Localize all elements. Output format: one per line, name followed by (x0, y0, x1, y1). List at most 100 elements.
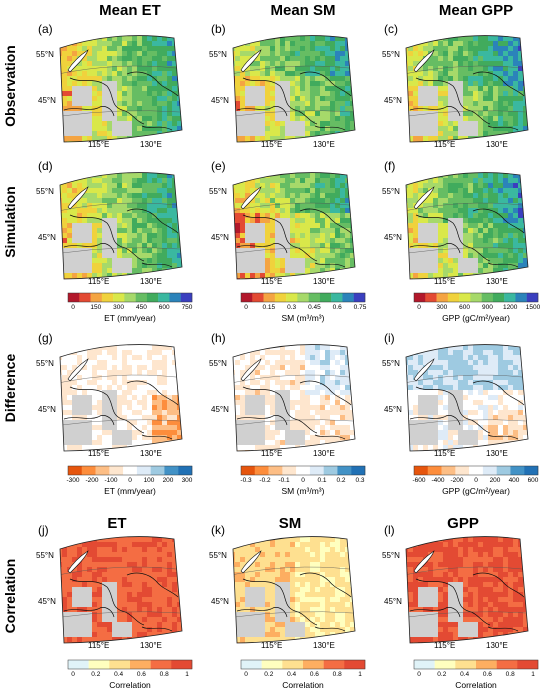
heatmap-cell (102, 203, 108, 209)
heatmap-cell (250, 35, 256, 37)
heatmap-cell (413, 253, 419, 259)
heatmap-cell (406, 238, 409, 244)
heatmap-cell (265, 35, 271, 37)
heatmap-cell (82, 86, 88, 92)
heatmap-cell (433, 121, 439, 127)
heatmap-cell (285, 188, 291, 194)
heatmap-cell (423, 46, 429, 52)
heatmap-cell (112, 365, 118, 371)
heatmap-cell (503, 101, 509, 107)
heatmap-cell (67, 335, 72, 340)
heatmap-cell (137, 213, 143, 219)
heatmap-cell (503, 61, 509, 67)
heatmap-cell (275, 96, 281, 102)
heatmap-cell (147, 238, 153, 244)
heatmap-cell (406, 243, 409, 249)
heatmap-cell (235, 41, 241, 47)
heatmap-cell (275, 420, 281, 426)
heatmap-cell (97, 355, 103, 361)
heatmap-cell (443, 233, 449, 239)
heatmap-cell (102, 375, 108, 381)
heatmap-cell (122, 46, 128, 52)
heatmap-cell (235, 263, 241, 269)
heatmap-cell (408, 111, 414, 117)
heatmap-cell (225, 268, 230, 273)
heatmap-cell (498, 131, 504, 137)
heatmap-cell (127, 445, 133, 451)
heatmap-cell (112, 243, 118, 249)
heatmap-cell (233, 355, 236, 361)
heatmap-cell (290, 41, 296, 47)
heatmap-cell (235, 86, 241, 92)
heatmap-cell (157, 435, 163, 441)
heatmap-cell (62, 243, 68, 249)
heatmap-cell (235, 101, 241, 107)
heatmap-cell (443, 223, 449, 229)
heatmap-cell (458, 106, 464, 112)
heatmap-cell (225, 273, 230, 278)
heatmap-cell (97, 76, 103, 82)
heatmap-cell (132, 415, 138, 421)
heatmap-cell (443, 253, 449, 259)
heatmap-cell (513, 218, 519, 224)
heatmap-cell (315, 163, 320, 168)
heatmap-cell (310, 111, 316, 117)
heatmap-cell (112, 430, 118, 436)
heatmap-cell (82, 198, 88, 204)
heatmap-cell (270, 370, 276, 376)
heatmap-cell (97, 106, 103, 112)
heatmap-cell (488, 131, 494, 137)
heatmap-cell (305, 178, 311, 184)
heatmap-cell (157, 193, 163, 199)
heatmap-cell (235, 365, 241, 371)
heatmap-cell (250, 370, 256, 376)
heatmap-cell (245, 355, 251, 361)
heatmap-cell (503, 35, 509, 37)
heatmap-cell (107, 258, 113, 264)
heatmap-cell (285, 405, 291, 411)
heatmap-cell (132, 198, 138, 204)
heatmap-cell (112, 233, 118, 239)
heatmap-cell (92, 228, 98, 234)
heatmap-cell (147, 233, 153, 239)
heatmap-cell (443, 81, 449, 87)
heatmap-cell (468, 198, 474, 204)
heatmap-cell (403, 146, 408, 151)
heatmap-cell (418, 238, 424, 244)
heatmap-cell (255, 268, 261, 274)
panel-label: (e) (211, 159, 226, 173)
heatmap-cell (433, 223, 439, 229)
heatmap-cell (295, 91, 301, 97)
heatmap-cell (438, 208, 444, 214)
heatmap-cell (418, 283, 423, 288)
heatmap-cell (255, 415, 261, 421)
heatmap-cell (488, 116, 494, 122)
heatmap-cell (300, 71, 306, 77)
heatmap-cell (225, 278, 230, 283)
heatmap-cell (463, 126, 469, 132)
heatmap-cell (290, 172, 296, 174)
heatmap-cell (107, 440, 113, 446)
heatmap-cell (77, 263, 83, 269)
heatmap-cell (335, 126, 341, 132)
heatmap-cell (82, 218, 88, 224)
heatmap-cell (97, 365, 103, 371)
heatmap-cell (142, 248, 148, 254)
heatmap-cell (418, 26, 423, 31)
heatmap-cell (152, 61, 158, 67)
heatmap-cell (250, 198, 256, 204)
heatmap-cell (493, 173, 499, 179)
heatmap-cell (423, 101, 429, 107)
heatmap-cell (330, 258, 336, 264)
heatmap-cell (285, 248, 291, 254)
heatmap-cell (275, 263, 281, 269)
heatmap-cell (157, 213, 163, 219)
heatmap-cell (418, 203, 424, 209)
heatmap-cell (285, 86, 291, 92)
heatmap-cell (270, 268, 276, 274)
heatmap-cell (233, 375, 236, 381)
heatmap-cell (260, 131, 266, 137)
heatmap-cell (488, 203, 494, 209)
heatmap-cell (335, 66, 341, 72)
heatmap-cell (340, 51, 346, 57)
